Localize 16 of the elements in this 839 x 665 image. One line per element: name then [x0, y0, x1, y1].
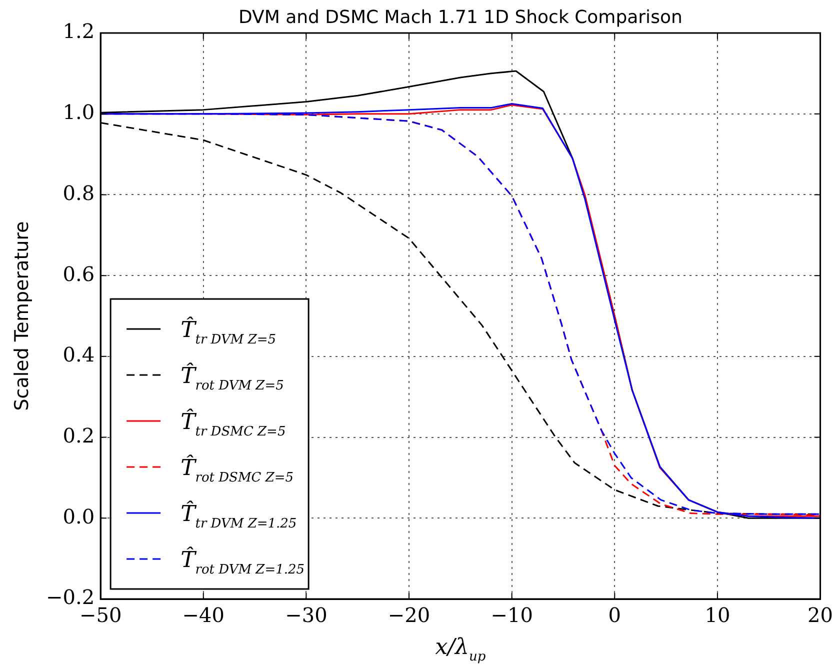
x-tick-label: 20 — [808, 603, 833, 628]
y-tick-label: 1.2 — [62, 19, 95, 44]
y-tick-label: 1.0 — [62, 100, 95, 124]
y-tick-label: 0.8 — [62, 180, 95, 205]
x-tick-label: 0 — [608, 603, 622, 628]
y-tick-label: 0.2 — [62, 423, 95, 448]
y-tick-label: 0.4 — [62, 342, 95, 367]
x-tick-label: −10 — [490, 603, 533, 628]
y-axis-title: Scaled Temperature — [11, 221, 33, 411]
y-tick-label: 0.0 — [62, 504, 95, 528]
y-tick-label: 0.6 — [62, 262, 95, 286]
x-tick-label: 10 — [704, 603, 730, 628]
x-tick-label: −20 — [388, 603, 430, 628]
x-tick-label: −30 — [285, 603, 328, 628]
x-tick-label: −40 — [182, 603, 224, 628]
chart-title: DVM and DSMC Mach 1.71 1D Shock Comparison — [238, 7, 682, 28]
